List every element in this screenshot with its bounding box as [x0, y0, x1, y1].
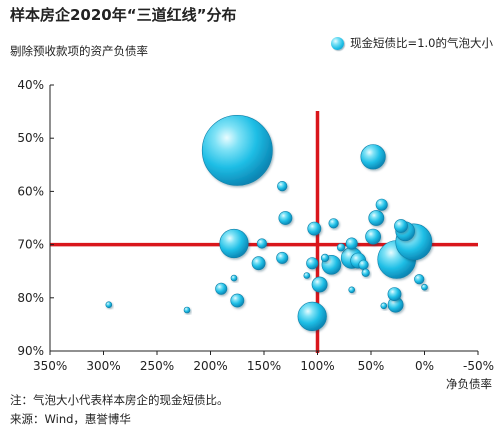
y-tick-label: 90% [17, 344, 44, 358]
x-tick-label: 300% [86, 359, 120, 373]
bubble-point-1 [360, 144, 386, 170]
x-tick-label: 150% [247, 359, 281, 373]
y-tick-label: 80% [17, 291, 44, 305]
bubble-point-34 [230, 293, 245, 308]
bubble-point-0 [201, 114, 273, 186]
legend-bubble-marker [331, 36, 345, 50]
bubble-point-14 [345, 237, 358, 250]
bubble-point-30 [215, 282, 228, 295]
chart-note: 注：气泡大小代表样本房企的现金短债比。 [10, 393, 229, 407]
bubble-point-23 [251, 256, 266, 271]
bubble-point-33 [387, 287, 402, 301]
y-tick-label: 60% [17, 184, 44, 198]
bubble-point-21 [306, 257, 319, 270]
bubble-point-20 [320, 253, 330, 262]
y-tick-label: 70% [17, 238, 44, 252]
bubble-point-27 [230, 274, 238, 282]
x-tick-label: 350% [33, 359, 67, 373]
y-axis-label: 剔除预收款项的资产负债率 [10, 44, 148, 58]
bubble-point-37 [105, 301, 113, 309]
legend-label: 现金短债比=1.0的气泡大小 [350, 36, 493, 50]
bubble-point-5 [368, 210, 385, 226]
axes: 40% 50% 60% 70% 80% 90%350% 300% 250% 200% 150% 10… [17, 78, 494, 391]
legend: 现金短债比=1.0的气泡大小 [331, 35, 493, 51]
x-tick-label: 100% [300, 359, 334, 373]
x-tick-label: 200% [193, 359, 227, 373]
bubble-point-8 [394, 219, 408, 233]
bubble-point-36 [380, 302, 388, 310]
bubble-point-12 [219, 228, 249, 259]
bubble-point-26 [303, 272, 311, 279]
bubble-point-38 [183, 306, 191, 314]
bubble-point-4 [278, 211, 293, 225]
bubble-point-6 [328, 218, 339, 229]
bubble-series [105, 114, 433, 332]
x-tick-label: 250% [140, 359, 174, 373]
bubble-point-24 [358, 259, 369, 270]
chart-title: 样本房企2020年“三道红线”分布 [10, 6, 237, 24]
x-tick-label: 0% [415, 359, 434, 373]
x-tick-label: -50% [463, 359, 494, 373]
y-tick-label: 40% [17, 78, 44, 92]
bubble-point-28 [414, 274, 425, 285]
bubble-point-15 [336, 243, 346, 252]
bubble-point-2 [277, 181, 288, 192]
x-axis-label: 净负债率 [446, 377, 492, 391]
bubble-point-32 [421, 283, 428, 291]
bubble-point-39 [297, 301, 327, 332]
bubble-point-16 [276, 251, 289, 264]
bubble-point-13 [256, 238, 268, 249]
bubble-point-10 [365, 228, 381, 245]
bubble-point-31 [348, 286, 356, 294]
bubble-point-7 [307, 221, 322, 236]
bubble-point-29 [311, 276, 328, 293]
bubble-point-3 [375, 198, 388, 211]
bubble-point-25 [361, 268, 370, 277]
x-tick-label: 50% [358, 359, 385, 373]
chart-source: 来源：Wind，惠誉博华 [10, 412, 131, 426]
y-tick-label: 50% [17, 131, 44, 145]
